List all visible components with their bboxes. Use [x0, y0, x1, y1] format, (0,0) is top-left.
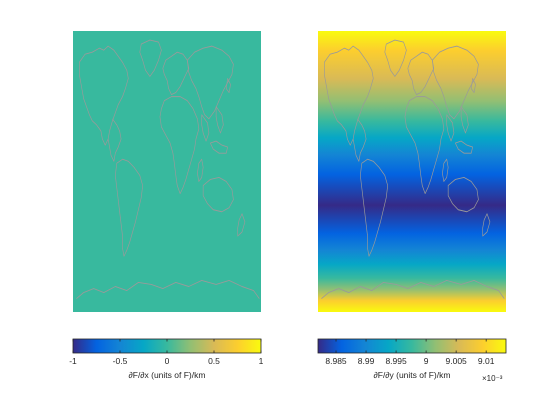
colorbar-tick-label: 8.995	[385, 356, 407, 366]
colorbar-tick-label: -1	[69, 356, 77, 366]
colorbar-dfdy: 8.985 8.99 8.995 9 9.005 9.01 ∂F/∂y (units of…	[317, 338, 507, 383]
map-panel-dfdy	[318, 31, 506, 312]
colorbar-tick-label: 9	[424, 356, 429, 366]
colorbar-dfdy-gradient	[317, 338, 507, 354]
colorbar-dfdy-label: ∂F/∂y (units of F)/km	[374, 370, 451, 380]
colorbar-dfdx: -1 -0.5 0 0.5 1 ∂F/∂x (units of F)/km	[69, 338, 264, 380]
map-panel-dfdx	[73, 31, 261, 312]
colorbar-dfdx-ticks: -1 -0.5 0 0.5 1	[69, 339, 264, 366]
colorbar-tick-label: 8.99	[358, 356, 375, 366]
colorbar-tick-label: 0	[165, 356, 170, 366]
colorbar-tick-label: 0.5	[208, 356, 220, 366]
colorbar-dfdy-exponent: ×10⁻³	[482, 374, 503, 383]
field-dfdx	[73, 31, 261, 312]
colorbar-tick-label: -0.5	[113, 356, 128, 366]
colorbar-dfdy-ticks: 8.985 8.99 8.995 9 9.005 9.01	[325, 339, 495, 366]
colorbar-tick-label: 9.005	[446, 356, 468, 366]
field-dfdy	[318, 31, 506, 312]
colorbar-tick-label: 8.985	[325, 356, 347, 366]
colorbar-tick-label: 9.01	[478, 356, 495, 366]
colorbar-tick-label: 1	[259, 356, 264, 366]
colorbar-dfdx-label: ∂F/∂x (units of F)/km	[129, 370, 206, 380]
